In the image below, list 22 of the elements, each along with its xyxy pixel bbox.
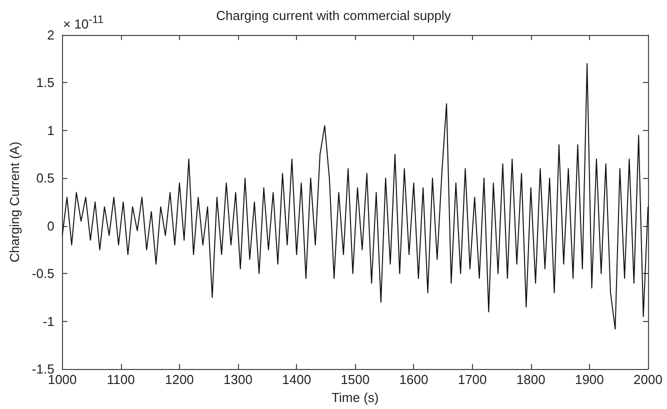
- x-tick-label: 1700: [458, 372, 487, 388]
- x-tick-label: 1300: [224, 372, 252, 388]
- line-series: [62, 63, 648, 330]
- x-tick-label: 1900: [574, 372, 604, 388]
- text: × 10$^{-11}$: [63, 14, 104, 32]
- x-tick-label: 1100: [106, 372, 135, 388]
- chart-title: Charging current with commercial supply: [216, 8, 452, 23]
- y-axis-title: Charging Current (A): [7, 142, 22, 262]
- x-tick-label: 1500: [340, 372, 370, 388]
- x-tick-label: 1200: [164, 372, 194, 388]
- x-tick-label: 1800: [516, 372, 546, 388]
- y-tick-label: -1: [42, 314, 54, 329]
- y-tick-label: -0.5: [32, 266, 54, 282]
- y-tick-label: 1: [47, 122, 54, 138]
- x-tick-label: 2000: [634, 372, 662, 388]
- y-tick-label: 0.5: [36, 170, 54, 186]
- x-axis-title: Time (s): [332, 390, 379, 405]
- y-tick-label: 2: [47, 28, 54, 42]
- y-tick-label: 1.5: [36, 75, 54, 90]
- y-tick-label: 0: [47, 218, 54, 234]
- x-tick-label: 1600: [399, 372, 428, 388]
- x-tick-label: 1400: [282, 372, 312, 388]
